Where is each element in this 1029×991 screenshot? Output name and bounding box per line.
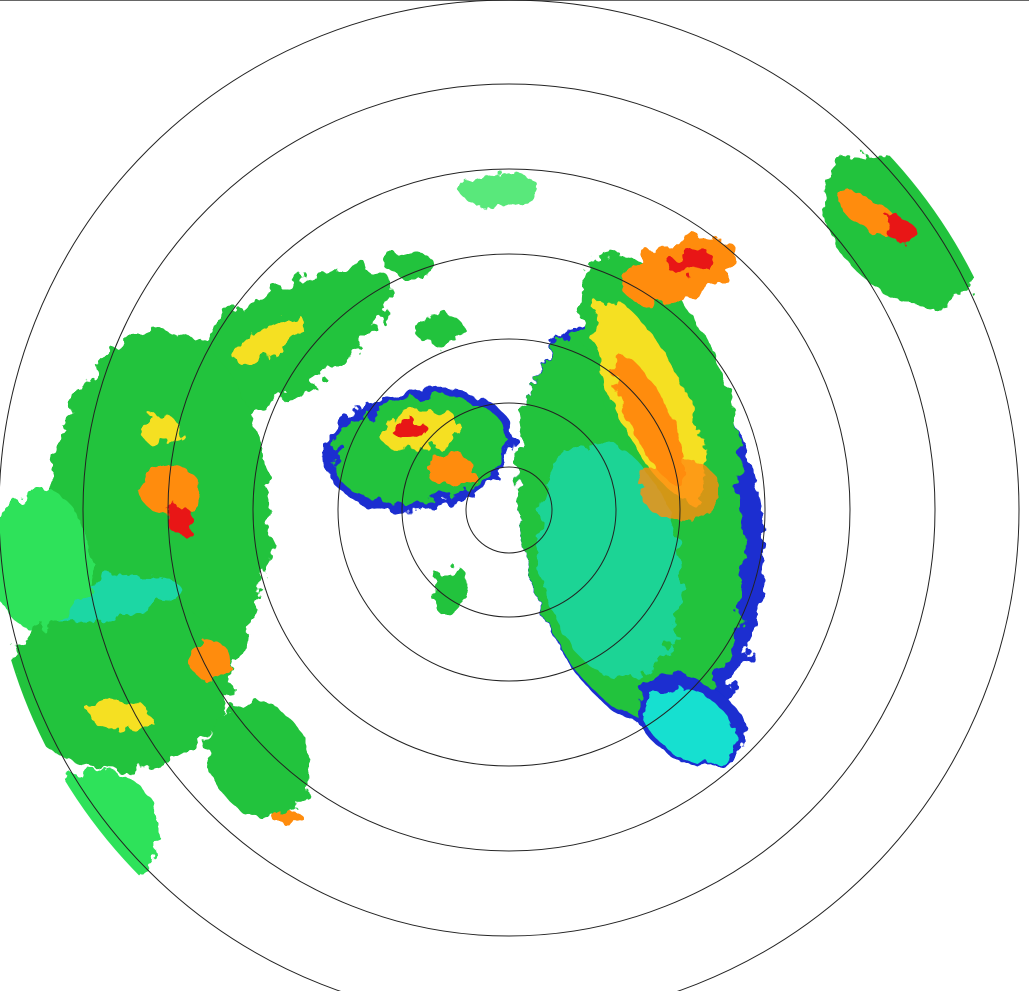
echo-sw-band xyxy=(10,590,230,770)
echo-ne-top-red xyxy=(669,249,711,275)
echo-far-w xyxy=(0,490,90,630)
echo-n-bars xyxy=(460,172,540,208)
echo-sw-heavy xyxy=(90,700,150,730)
range-ring xyxy=(82,83,936,937)
echo-nw-heavy xyxy=(234,316,306,364)
echo-west-heavy xyxy=(140,465,200,515)
echo-far-sw xyxy=(40,770,160,890)
echo-west-red xyxy=(168,505,192,535)
echo-north-2 xyxy=(385,253,435,277)
echo-sw-2 xyxy=(207,702,313,818)
echo-central-2 xyxy=(425,455,475,485)
echo-east-tail xyxy=(643,687,737,763)
range-ring xyxy=(465,466,553,554)
range-ring xyxy=(337,338,681,682)
echo-sw-4 xyxy=(190,640,230,680)
echo-central-red xyxy=(392,420,428,440)
range-ring xyxy=(167,168,851,852)
range-ring xyxy=(252,253,766,767)
echo-west-heavy2 xyxy=(140,415,180,445)
echo-ne-strong xyxy=(615,355,685,485)
echo-far-ne-core2 xyxy=(881,215,919,245)
echo-sw-3 xyxy=(275,812,305,828)
echo-east-orange xyxy=(640,460,720,520)
precipitation-echoes xyxy=(0,153,977,890)
range-ring xyxy=(401,402,617,618)
echo-north-1 xyxy=(415,315,465,345)
echo-south-small xyxy=(433,565,467,615)
